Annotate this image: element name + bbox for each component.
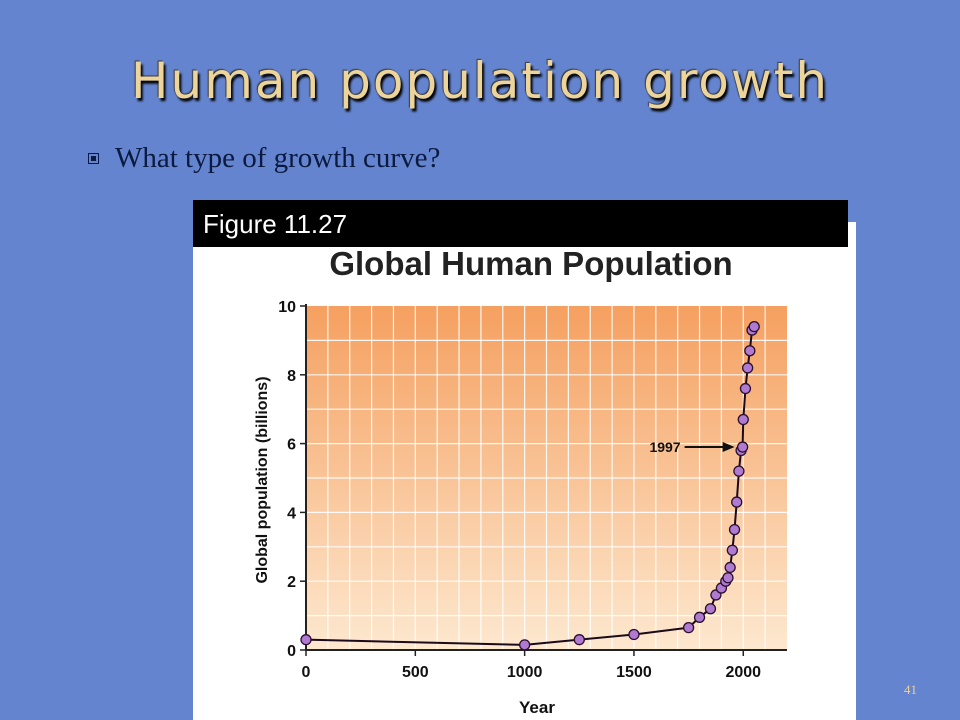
y-axis-label: Global population (billions) xyxy=(254,376,271,583)
y-tick-label: 8 xyxy=(287,368,296,385)
data-point xyxy=(693,611,706,623)
page-number: 41 xyxy=(904,682,917,697)
slide-title: Human population growth xyxy=(130,52,830,110)
bullet-text: What type of growth curve? xyxy=(115,141,441,174)
tick-labels: 0 500 1000 1500 2000 0 2 4 6 8 10 xyxy=(278,299,761,681)
data-point xyxy=(300,634,312,646)
data-point xyxy=(704,603,717,615)
x-tick-label: 1000 xyxy=(507,664,543,681)
y-tick-label: 2 xyxy=(287,574,296,591)
data-point xyxy=(573,634,585,646)
annotation-arrow-head xyxy=(722,442,735,453)
figure-label-bar: Figure 11.27 xyxy=(193,200,848,247)
annotation-label: 1997 xyxy=(649,439,680,455)
data-point xyxy=(731,496,743,508)
annotation-1997: 1997 xyxy=(649,439,735,455)
y-tick-label: 10 xyxy=(278,299,296,316)
chart-title: Global Human Population xyxy=(329,245,732,282)
y-tick-label: 0 xyxy=(287,643,296,660)
figure-label: Figure 11.27 xyxy=(203,209,348,239)
bullet-item: What type of growth curve? xyxy=(88,134,440,182)
data-point xyxy=(724,561,736,574)
data-point xyxy=(748,320,760,333)
x-tick-label: 0 xyxy=(302,664,311,681)
y-tick-label: 4 xyxy=(287,505,296,522)
x-axis-label: Year xyxy=(519,698,555,717)
data-point xyxy=(739,382,752,395)
data-point xyxy=(726,544,738,556)
data-point xyxy=(628,628,640,641)
data-point xyxy=(518,639,531,651)
square-bullet-icon xyxy=(88,152,99,164)
x-tick-label: 500 xyxy=(402,664,429,681)
gridlines xyxy=(306,306,787,650)
data-point xyxy=(682,621,695,634)
data-point xyxy=(744,345,756,357)
axes xyxy=(305,304,787,651)
data-point xyxy=(737,413,749,426)
data-point xyxy=(741,362,754,374)
y-tick-label: 6 xyxy=(287,437,296,454)
series-population xyxy=(300,320,760,651)
data-point xyxy=(733,465,745,477)
data-point xyxy=(728,523,741,536)
x-tick-label: 1500 xyxy=(616,664,652,681)
x-tick-label: 2000 xyxy=(725,664,761,681)
data-point xyxy=(736,441,749,453)
data-point xyxy=(722,572,734,584)
